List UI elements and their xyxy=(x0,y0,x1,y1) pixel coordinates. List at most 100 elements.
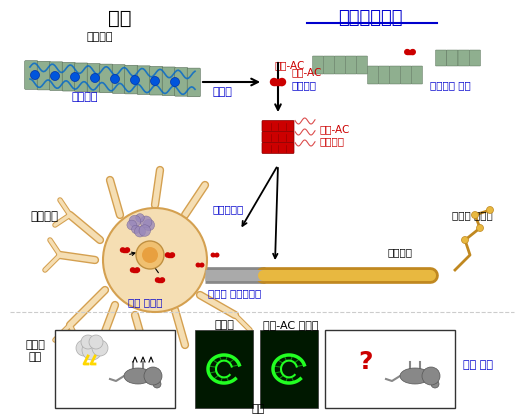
Text: 축삭돌기: 축삭돌기 xyxy=(388,247,412,257)
Circle shape xyxy=(422,367,440,385)
Circle shape xyxy=(153,380,161,388)
Ellipse shape xyxy=(400,368,430,384)
Circle shape xyxy=(405,50,410,54)
FancyBboxPatch shape xyxy=(137,66,150,94)
FancyBboxPatch shape xyxy=(262,131,294,143)
Bar xyxy=(260,330,318,408)
Circle shape xyxy=(156,278,160,282)
Text: 타우-AC: 타우-AC xyxy=(292,67,322,77)
FancyBboxPatch shape xyxy=(75,63,88,92)
FancyBboxPatch shape xyxy=(55,330,175,408)
FancyBboxPatch shape xyxy=(458,50,470,66)
FancyBboxPatch shape xyxy=(112,65,125,93)
FancyBboxPatch shape xyxy=(447,50,458,66)
Circle shape xyxy=(30,70,39,79)
Circle shape xyxy=(278,79,286,86)
Bar xyxy=(168,253,172,257)
Circle shape xyxy=(139,225,150,236)
Circle shape xyxy=(125,248,129,252)
Bar xyxy=(133,268,137,272)
Text: 타우-AC
올리고머: 타우-AC 올리고머 xyxy=(320,124,351,146)
FancyBboxPatch shape xyxy=(356,56,367,74)
Circle shape xyxy=(135,226,146,237)
Circle shape xyxy=(71,72,80,82)
Circle shape xyxy=(144,367,162,385)
Text: 미세소관 분해: 미세소관 분해 xyxy=(430,80,471,90)
Bar xyxy=(213,254,217,256)
Circle shape xyxy=(130,268,135,272)
FancyBboxPatch shape xyxy=(187,68,200,97)
FancyBboxPatch shape xyxy=(435,50,447,66)
Circle shape xyxy=(143,219,155,231)
Text: 타우-AC 주입군: 타우-AC 주입군 xyxy=(263,320,319,330)
FancyBboxPatch shape xyxy=(174,67,188,96)
Circle shape xyxy=(121,248,125,252)
Text: 타우 응집체: 타우 응집체 xyxy=(128,297,162,307)
Circle shape xyxy=(476,225,484,231)
FancyBboxPatch shape xyxy=(325,330,455,408)
Bar xyxy=(195,330,253,408)
Bar xyxy=(274,79,282,85)
FancyBboxPatch shape xyxy=(378,66,389,84)
FancyBboxPatch shape xyxy=(411,66,422,84)
Bar xyxy=(407,50,413,54)
Circle shape xyxy=(486,206,494,213)
Text: 자가융집: 자가융집 xyxy=(292,80,317,90)
Circle shape xyxy=(170,253,174,257)
FancyBboxPatch shape xyxy=(162,67,176,96)
Text: 미세소관: 미세소관 xyxy=(87,32,113,42)
FancyBboxPatch shape xyxy=(323,56,334,74)
FancyBboxPatch shape xyxy=(87,64,100,92)
Circle shape xyxy=(92,340,108,356)
FancyBboxPatch shape xyxy=(62,62,75,91)
Ellipse shape xyxy=(124,368,152,384)
Text: 해마: 해마 xyxy=(252,404,265,414)
Text: 두려움
기억: 두려움 기억 xyxy=(25,340,45,362)
FancyBboxPatch shape xyxy=(345,56,356,74)
Circle shape xyxy=(81,335,95,349)
FancyBboxPatch shape xyxy=(470,50,481,66)
Bar xyxy=(123,248,127,252)
Circle shape xyxy=(270,79,278,86)
Circle shape xyxy=(132,225,140,233)
Circle shape xyxy=(89,335,103,349)
Text: 기억 소실: 기억 소실 xyxy=(463,360,493,370)
Circle shape xyxy=(431,380,439,388)
Text: 쪼개짐: 쪼개짐 xyxy=(212,87,232,97)
Circle shape xyxy=(462,237,468,243)
FancyBboxPatch shape xyxy=(100,64,113,93)
Circle shape xyxy=(130,75,139,84)
FancyBboxPatch shape xyxy=(25,61,38,89)
Text: 알츠하이머병: 알츠하이머병 xyxy=(338,9,402,27)
Circle shape xyxy=(127,220,137,230)
Circle shape xyxy=(200,263,204,267)
Circle shape xyxy=(91,74,100,82)
Text: 손상된 축삭기시부: 손상된 축삭기시부 xyxy=(209,288,261,298)
Bar xyxy=(158,278,162,282)
Circle shape xyxy=(111,74,119,84)
FancyBboxPatch shape xyxy=(400,66,411,84)
FancyBboxPatch shape xyxy=(389,66,400,84)
Circle shape xyxy=(140,216,152,228)
Circle shape xyxy=(142,247,158,263)
Circle shape xyxy=(103,208,207,312)
Circle shape xyxy=(129,215,141,227)
Circle shape xyxy=(150,77,159,86)
Circle shape xyxy=(160,278,165,282)
FancyBboxPatch shape xyxy=(50,62,63,90)
FancyBboxPatch shape xyxy=(262,121,294,131)
FancyBboxPatch shape xyxy=(262,143,294,154)
FancyBboxPatch shape xyxy=(125,65,138,94)
Text: 세포내이입: 세포내이입 xyxy=(212,204,244,214)
Circle shape xyxy=(76,340,92,356)
Text: ?: ? xyxy=(358,350,372,374)
Text: 타우-AC: 타우-AC xyxy=(275,60,305,70)
Text: 대조군: 대조군 xyxy=(214,320,234,330)
Bar xyxy=(198,264,202,266)
FancyBboxPatch shape xyxy=(312,56,323,74)
FancyBboxPatch shape xyxy=(150,67,163,95)
Circle shape xyxy=(82,340,102,360)
Circle shape xyxy=(166,253,170,257)
Circle shape xyxy=(136,213,144,222)
Text: 신경세포: 신경세포 xyxy=(30,210,58,223)
